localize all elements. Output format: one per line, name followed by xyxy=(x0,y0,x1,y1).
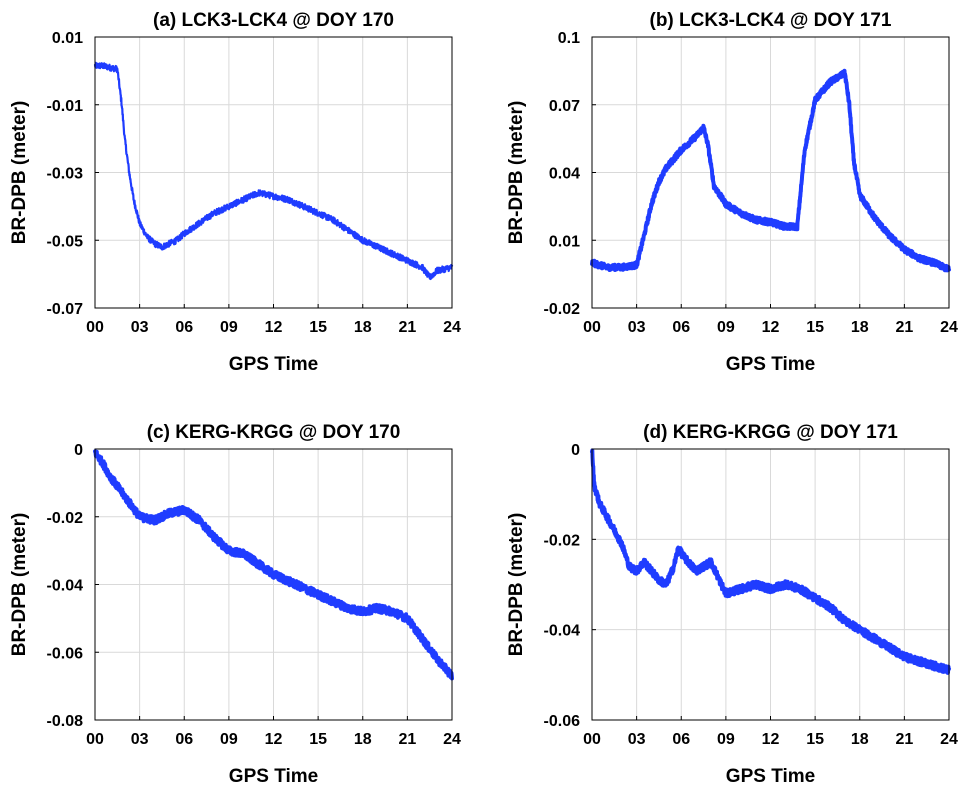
y-tick-label: 0.04 xyxy=(549,166,580,183)
x-tick-label: 12 xyxy=(762,319,780,336)
y-axis-label: BR-DPB (meter) xyxy=(9,101,30,245)
x-tick-label: 03 xyxy=(131,319,149,336)
x-tick-label: 03 xyxy=(131,731,149,748)
x-tick-label: 18 xyxy=(851,319,869,336)
x-tick-label: 09 xyxy=(717,731,735,748)
y-tick-label: 0.07 xyxy=(549,98,580,115)
x-tick-label: 15 xyxy=(309,319,327,336)
y-tick-label: -0.02 xyxy=(47,510,84,527)
x-tick-label: 00 xyxy=(583,731,601,748)
panel-a: 00 03 06 09 12 15 18 21 24 0.01 -0.01 -0.03 -0.05 -0.… xyxy=(9,10,461,375)
y-tick-label: 0 xyxy=(74,442,83,459)
x-tick-label: 00 xyxy=(583,319,601,336)
y-tick-label: -0.02 xyxy=(544,532,581,549)
y-tick-label: -0.05 xyxy=(47,233,84,250)
x-tick-label: 24 xyxy=(940,319,958,336)
chart-title: (a) LCK3-LCK4 @ DOY 170 xyxy=(153,10,394,31)
x-tick-label: 12 xyxy=(265,731,283,748)
y-tick-label: -0.01 xyxy=(47,98,84,115)
series-line xyxy=(590,68,951,273)
x-tick-label: 06 xyxy=(175,731,193,748)
y-tick-label: 0.01 xyxy=(52,30,83,47)
x-tick-label: 03 xyxy=(628,731,646,748)
panel-b: 00 03 06 09 12 15 18 21 24 0.1 0.07 0.04 0.01 -0.02 (b… xyxy=(506,10,958,375)
x-axis-label: GPS Time xyxy=(229,354,318,375)
x-tick-label: 00 xyxy=(86,731,104,748)
x-tick-label: 06 xyxy=(672,731,690,748)
panel-d: 00 03 06 09 12 15 18 21 24 0 -0.02 -0.04 -0.06 (d) KE… xyxy=(506,422,958,787)
series-line xyxy=(93,449,454,681)
x-tick-label: 15 xyxy=(806,731,824,748)
x-tick-label: 09 xyxy=(220,319,238,336)
x-axis-label: GPS Time xyxy=(229,766,318,787)
x-tick-label: 24 xyxy=(443,319,461,336)
y-tick-label: -0.07 xyxy=(47,301,84,318)
x-tick-label: 12 xyxy=(265,319,283,336)
x-tick-label: 24 xyxy=(443,731,461,748)
y-axis-label: BR-DPB (meter) xyxy=(506,101,527,245)
panel-c: 00 03 06 09 12 15 18 21 24 0 -0.02 -0.04 -0.06 -0.08 (… xyxy=(9,422,461,787)
x-tick-label: 15 xyxy=(309,731,327,748)
x-tick-label: 24 xyxy=(940,731,958,748)
x-tick-label: 21 xyxy=(895,731,913,748)
x-tick-label: 21 xyxy=(895,319,913,336)
x-tick-label: 18 xyxy=(354,731,372,748)
y-tick-label: 0.1 xyxy=(558,30,580,47)
x-tick-label: 09 xyxy=(717,319,735,336)
x-tick-label: 18 xyxy=(851,731,869,748)
y-tick-label: -0.08 xyxy=(47,713,84,730)
y-tick-label: -0.04 xyxy=(47,578,84,595)
x-tick-label: 00 xyxy=(86,319,104,336)
series-line xyxy=(93,61,454,281)
x-tick-label: 03 xyxy=(628,319,646,336)
x-axis-label: GPS Time xyxy=(726,354,815,375)
y-tick-label: -0.06 xyxy=(544,713,581,730)
y-tick-label: -0.02 xyxy=(544,301,581,318)
x-tick-label: 21 xyxy=(398,731,416,748)
x-tick-label: 21 xyxy=(398,319,416,336)
y-axis-label: BR-DPB (meter) xyxy=(9,513,30,657)
x-tick-label: 12 xyxy=(762,731,780,748)
chart-title: (c) KERG-KRGG @ DOY 170 xyxy=(147,422,401,443)
x-axis-label: GPS Time xyxy=(726,766,815,787)
x-tick-label: 06 xyxy=(175,319,193,336)
chart-title: (b) LCK3-LCK4 @ DOY 171 xyxy=(650,10,892,31)
series-line xyxy=(590,448,951,675)
y-tick-label: 0.01 xyxy=(549,233,580,250)
y-tick-label: -0.06 xyxy=(47,645,84,662)
chart-title: (d) KERG-KRGG @ DOY 171 xyxy=(643,422,898,443)
x-tick-label: 09 xyxy=(220,731,238,748)
y-tick-label: -0.04 xyxy=(544,623,581,640)
x-tick-label: 06 xyxy=(672,319,690,336)
y-tick-label: 0 xyxy=(571,442,580,459)
y-tick-label: -0.03 xyxy=(47,166,84,183)
x-tick-label: 18 xyxy=(354,319,372,336)
y-axis-label: BR-DPB (meter) xyxy=(506,513,527,657)
x-tick-label: 15 xyxy=(806,319,824,336)
